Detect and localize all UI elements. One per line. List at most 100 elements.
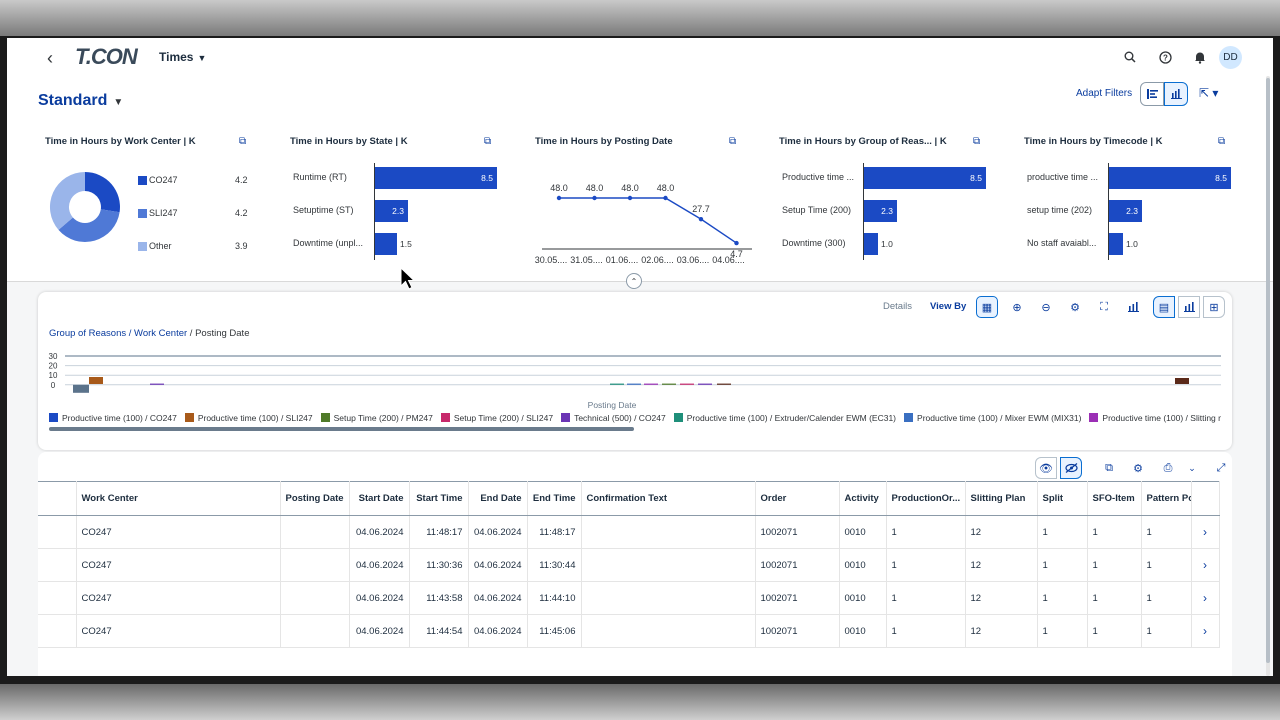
column-header[interactable]: Start Time [409,481,469,516]
bar[interactable]: 2.3 [1109,200,1142,222]
settings-icon[interactable]: ⚙ [1070,301,1080,314]
zoom-in-icon[interactable]: ⊕ [1012,301,1022,314]
zoom-out-icon[interactable]: ⊖ [1041,301,1051,314]
copy-icon[interactable]: ⧉ [1218,136,1226,147]
row-selector[interactable] [38,581,77,615]
legend-item[interactable]: Productive time (100) / Mixer EWM (MIX31… [904,413,1081,423]
chart-bar[interactable] [644,383,658,385]
chart-bar[interactable] [73,384,89,393]
page-scrollbar[interactable] [1265,76,1271,676]
work-center-donut[interactable] [49,171,121,243]
chart-type-icon[interactable] [1122,296,1144,318]
copy-icon[interactable]: ⧉ [1105,461,1113,474]
row-selector[interactable] [38,614,77,648]
chart-only-view-icon[interactable] [1178,296,1200,318]
bar[interactable]: 8.5 [375,167,497,189]
visual-filters-button[interactable] [1164,82,1188,106]
donut-slice-sli247[interactable] [58,209,120,243]
column-header[interactable]: Start Date [349,481,410,516]
adapt-filters-link[interactable]: Adapt Filters [1076,88,1133,99]
compact-filters-button[interactable] [1140,82,1164,106]
chart-bar[interactable] [680,383,694,385]
copy-icon[interactable]: ⧉ [973,136,981,147]
details-button[interactable]: Details [883,301,913,312]
legend-item[interactable]: Productive time (100) / Extruder/Calende… [673,413,896,423]
table-row[interactable]: CO247 04.06.2024 11:44:54 04.06.2024 11:45:0… [38,614,1220,648]
chart-bar[interactable] [698,383,712,385]
app-title-menu[interactable]: Times ▼ [159,50,206,64]
chart-bar[interactable] [89,377,103,384]
legend-item[interactable]: Setup Time (200) / PM247 [320,413,433,423]
copy-icon[interactable]: ⧉ [239,136,247,147]
table-only-view-icon[interactable]: ⊞ [1203,296,1225,318]
legend-item[interactable]: Setup Time (200) / SLI247 [440,413,553,423]
data-point[interactable] [663,195,668,201]
legend-label[interactable]: SLI247 [149,208,178,218]
legend-toggle-icon[interactable]: ▦ [976,296,998,318]
bar[interactable]: 2.3 [375,200,408,222]
legend-item[interactable]: Productive time (100) / SLI247 [184,413,313,423]
show-details-icon[interactable]: 👁 [1035,457,1057,479]
data-point[interactable] [698,216,704,222]
chart-bar[interactable] [627,383,641,385]
donut-slice-co247[interactable] [85,172,120,213]
chart-bar[interactable] [717,383,731,385]
column-header[interactable]: Activity [839,481,887,516]
column-header[interactable]: Posting Date [280,481,350,516]
legend-scrollbar[interactable] [49,427,634,431]
row-navigation-icon[interactable]: › [1191,614,1220,648]
chart-and-table-view-icon[interactable]: ▤ [1153,296,1175,318]
row-navigation-icon[interactable]: › [1191,548,1220,582]
data-point[interactable] [627,195,633,201]
variant-selector[interactable]: Standard ▼ [38,92,123,110]
legend-label[interactable]: CO247 [149,175,178,185]
export-icon[interactable]: ⎙ [1163,461,1173,474]
column-header[interactable]: Order [755,481,840,516]
column-header[interactable]: Slitting Plan [965,481,1038,516]
column-header[interactable]: End Time [527,481,582,516]
help-icon[interactable]: ? [1154,46,1176,68]
share-icon[interactable]: ⇱ ▾ [1199,86,1219,100]
table-row[interactable]: CO247 04.06.2024 11:30:36 04.06.2024 11:30:4… [38,548,1220,582]
column-header[interactable]: SFO-Item [1087,481,1142,516]
view-by-button[interactable]: View By [930,301,967,312]
bar[interactable] [864,233,878,255]
chart-bar[interactable] [150,383,164,385]
chart-bar[interactable] [610,383,624,385]
chart-bar[interactable] [662,383,676,385]
avatar[interactable]: DD [1219,46,1242,69]
bar[interactable]: 8.5 [1109,167,1231,189]
bar[interactable] [375,233,397,255]
search-icon[interactable] [1119,46,1141,68]
data-point[interactable] [734,240,739,246]
data-point[interactable] [556,195,562,201]
legend-label[interactable]: Other [149,241,172,251]
legend-item[interactable]: Productive time (100) / Slitting machine… [1089,413,1221,423]
legend-item[interactable]: Technical (500) / CO247 [561,413,666,423]
collapse-header-button[interactable]: ⌃ [626,273,642,289]
row-navigation-icon[interactable]: › [1191,581,1220,615]
column-header[interactable]: Split [1037,481,1088,516]
row-selector[interactable] [38,548,77,582]
column-header[interactable]: Confirmation Text [581,481,756,516]
bar[interactable]: 2.3 [864,200,897,222]
fullscreen-icon[interactable]: ⛶ [1100,300,1108,313]
copy-icon[interactable]: ⧉ [484,136,492,147]
breadcrumb-link[interactable]: Group of Reasons / Work Center [49,328,188,339]
column-header[interactable]: End Date [468,481,528,516]
bar[interactable] [1109,233,1123,255]
donut-slice-other[interactable] [49,171,85,230]
chart-bar[interactable] [1175,378,1189,384]
row-selector[interactable] [38,515,77,549]
chevron-down-icon[interactable]: ⌄ [1188,462,1196,473]
table-row[interactable]: CO247 04.06.2024 11:48:17 04.06.2024 11:48:1… [38,515,1220,549]
settings-icon[interactable]: ⚙ [1133,462,1143,475]
bar[interactable]: 8.5 [864,167,986,189]
table-row[interactable]: CO247 04.06.2024 11:43:58 04.06.2024 11:44:1… [38,581,1220,615]
legend-item[interactable]: Productive time (100) / CO247 [49,413,177,423]
back-icon[interactable]: ‹ [47,48,53,68]
column-header[interactable]: Work Center [76,481,281,516]
fullscreen-icon[interactable]: ⤢ [1216,461,1226,474]
column-header[interactable]: Pattern Pos [1141,481,1192,516]
